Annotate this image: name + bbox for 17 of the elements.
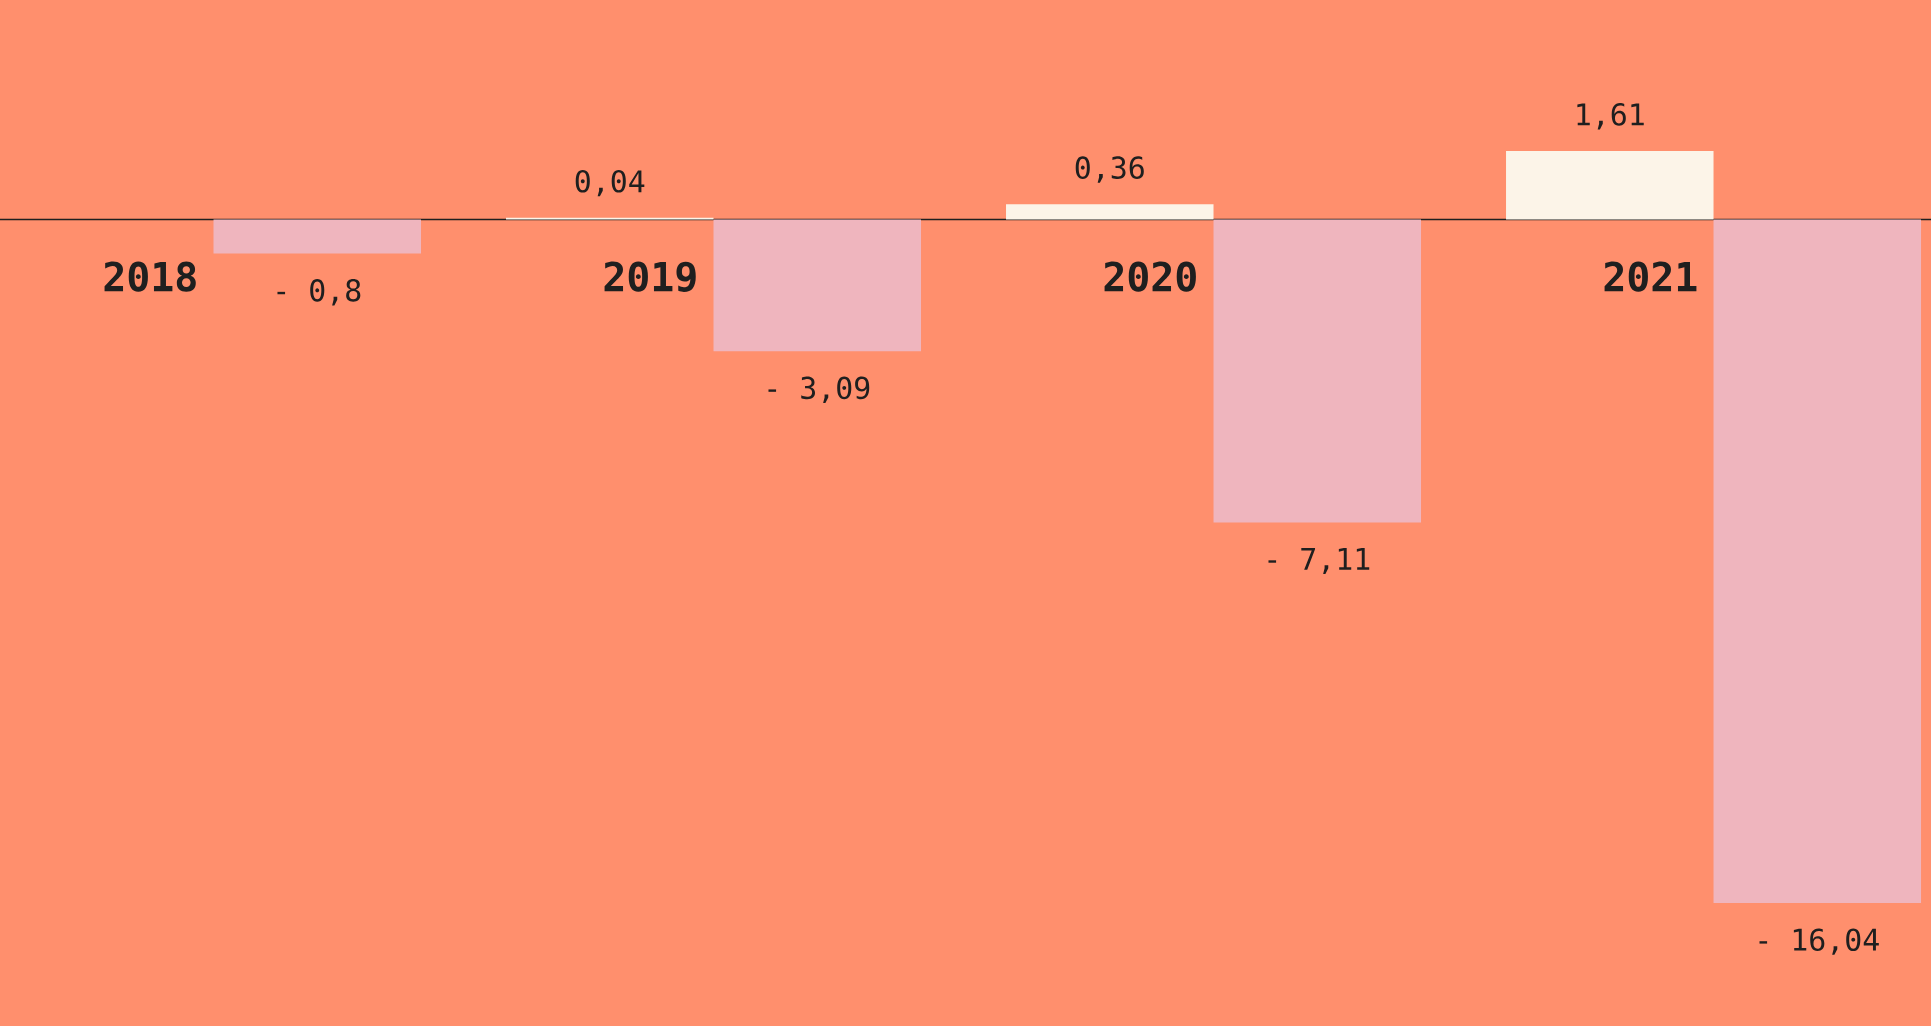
x-tick-label: 2020 [1104,261,1196,292]
x-tick-label: 2019 [604,261,696,292]
bar [1713,219,1922,903]
data-label: - 0,8 [277,279,361,306]
data-label: 0,04 [575,169,645,197]
data-label: - 16,04 [1759,928,1879,955]
bar [213,219,422,254]
x-tick-label: 2021 [1604,261,1697,292]
bar [1006,204,1214,220]
bar [1506,150,1714,220]
data-label: - 3,09 [768,376,870,403]
bar [713,219,922,352]
bar [1213,219,1422,523]
data-label: - 7,11 [1268,547,1370,574]
data-label: 1,61 [1577,103,1644,130]
x-tick-label: 2018 [104,261,196,292]
data-label: 0,36 [1075,156,1144,183]
